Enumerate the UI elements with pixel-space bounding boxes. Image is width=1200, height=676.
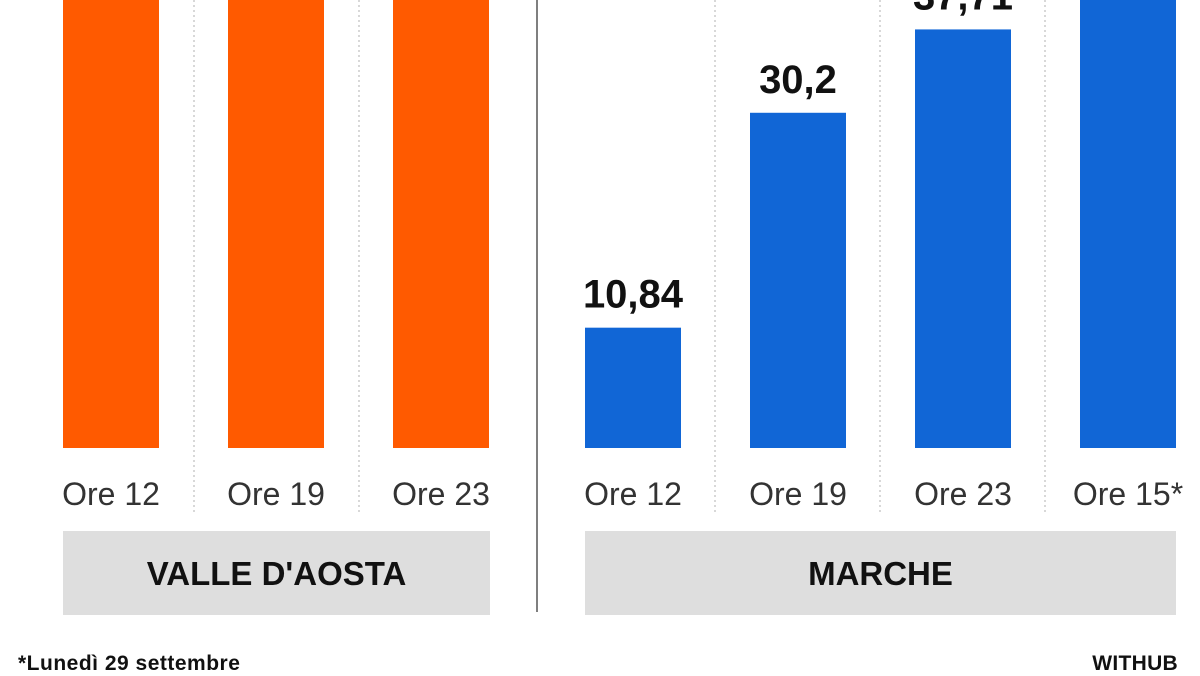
category-label: Ore 23	[392, 476, 490, 512]
category-label: Ore 12	[62, 476, 160, 512]
region-label: VALLE D'AOSTA	[147, 555, 407, 592]
bar	[750, 112, 846, 448]
source-credit: WITHUB	[1092, 652, 1178, 675]
bar	[1080, 0, 1176, 448]
bar	[228, 0, 324, 448]
footnote: *Lunedì 29 settembre	[18, 652, 241, 675]
category-label: Ore 15*	[1073, 476, 1183, 512]
bar	[585, 327, 681, 448]
category-label: Ore 19	[749, 476, 847, 512]
category-label: Ore 12	[584, 476, 682, 512]
bar	[63, 0, 159, 448]
bar	[915, 29, 1011, 448]
region-panel	[585, 531, 1176, 615]
region-label: MARCHE	[808, 555, 953, 592]
data-label: 30,2	[759, 58, 837, 102]
category-label: Ore 19	[227, 476, 325, 512]
region-panel	[63, 531, 490, 615]
data-label: 37,71	[913, 0, 1013, 18]
bar	[393, 0, 489, 448]
category-label: Ore 23	[914, 476, 1012, 512]
data-label: 10,84	[583, 273, 684, 317]
